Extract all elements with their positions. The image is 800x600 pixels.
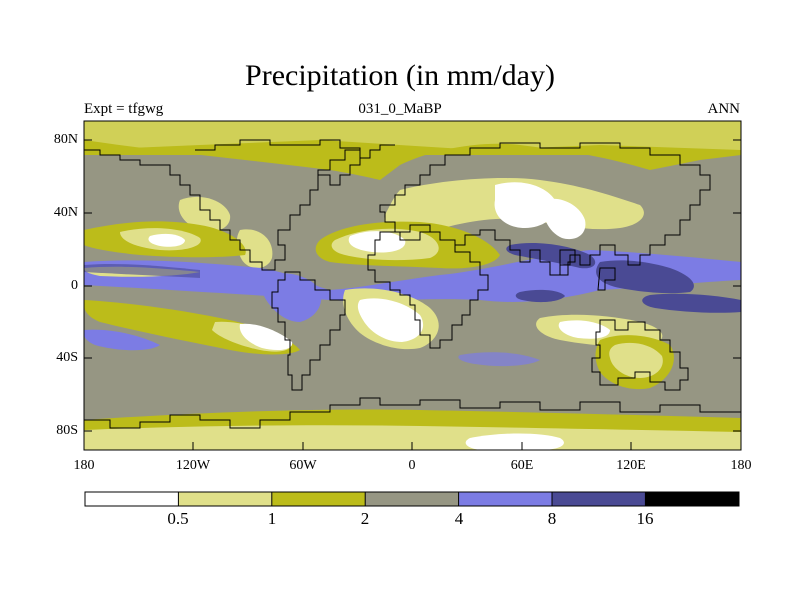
precip-field <box>84 121 741 450</box>
x-tick-label: 0 <box>408 458 416 473</box>
y-tick-label: 40S <box>56 350 78 365</box>
colorbar-label: 2 <box>360 509 370 528</box>
arctic-dry <box>84 121 741 150</box>
colorbar-swatch-5 <box>552 492 646 506</box>
time-label: 031_0_MaBP <box>358 101 442 117</box>
north-land-moderate <box>84 140 741 180</box>
amazon-wet <box>261 273 322 322</box>
maritime-vwet <box>596 260 694 294</box>
colorbar-swatch-1 <box>178 492 272 506</box>
colorbar-frame <box>84 491 740 507</box>
south-indian-vdry <box>558 320 610 339</box>
x-tick-label: 180 <box>73 458 95 473</box>
colorbar-label: 4 <box>454 509 464 528</box>
colorbar-label: 8 <box>547 509 557 528</box>
na-dry <box>178 196 231 232</box>
y-tick-label: 80N <box>53 132 78 147</box>
south-atlantic-vdry <box>357 298 424 342</box>
canadian-arctic-coast <box>195 139 300 151</box>
eurasia-coast <box>379 142 711 276</box>
colorbar-label: 0.5 <box>167 509 189 528</box>
australia-dry <box>609 342 663 378</box>
y-tick-label: 80S <box>56 423 78 438</box>
indian-ocean-vwet <box>515 289 565 303</box>
x-tick-label: 120E <box>616 458 646 473</box>
north-america-coast <box>84 144 395 271</box>
colorbar-swatch-6 <box>645 492 739 506</box>
southern-ocean-wet <box>458 352 540 367</box>
colorbar-label: 1 <box>267 509 277 528</box>
colorbar-swatch-2 <box>271 492 366 506</box>
y-tick-label: 0 <box>71 278 78 293</box>
indonesia-coast <box>597 267 616 291</box>
india-coast <box>559 249 576 276</box>
south-america-coast <box>271 271 346 391</box>
australia-coast <box>591 319 689 391</box>
x-tick-label: 180 <box>730 458 752 473</box>
experiment-label: Expt = tfgwg <box>84 101 164 117</box>
central-asia-desert <box>494 182 556 228</box>
south-pacific-wet <box>84 329 160 351</box>
colorbar <box>84 491 740 507</box>
colorbar-swatch-0 <box>85 492 179 506</box>
x-tick-label: 60W <box>289 458 317 473</box>
se-pacific-vdry <box>239 323 293 350</box>
x-axis-ticks <box>83 442 742 450</box>
colorbar-swatch-4 <box>458 492 552 506</box>
x-tick-label: 120W <box>175 458 211 473</box>
spcz-vwet <box>642 293 741 313</box>
sahara-vdry <box>348 231 406 253</box>
taklamakan-desert <box>543 198 586 240</box>
mexico-dry <box>236 229 273 269</box>
west-pacific-vwet <box>84 263 200 278</box>
coastlines <box>84 139 741 429</box>
npacific-subtropic-vdry <box>148 233 185 247</box>
antarctic-dry <box>84 425 741 450</box>
greenland-coast <box>300 139 361 186</box>
antarctic-vdry <box>465 433 564 450</box>
y-axis-ticks <box>84 139 741 432</box>
y-tick-label: 40N <box>53 205 78 220</box>
map-title: Precipitation (in mm/day) <box>245 59 555 92</box>
season-label: ANN <box>707 101 741 117</box>
colorbar-swatch-3 <box>365 492 459 506</box>
x-tick-label: 60E <box>510 458 534 473</box>
antarctica-coast <box>84 397 741 429</box>
colorbar-label: 16 <box>636 509 654 528</box>
africa-coast <box>367 231 489 349</box>
